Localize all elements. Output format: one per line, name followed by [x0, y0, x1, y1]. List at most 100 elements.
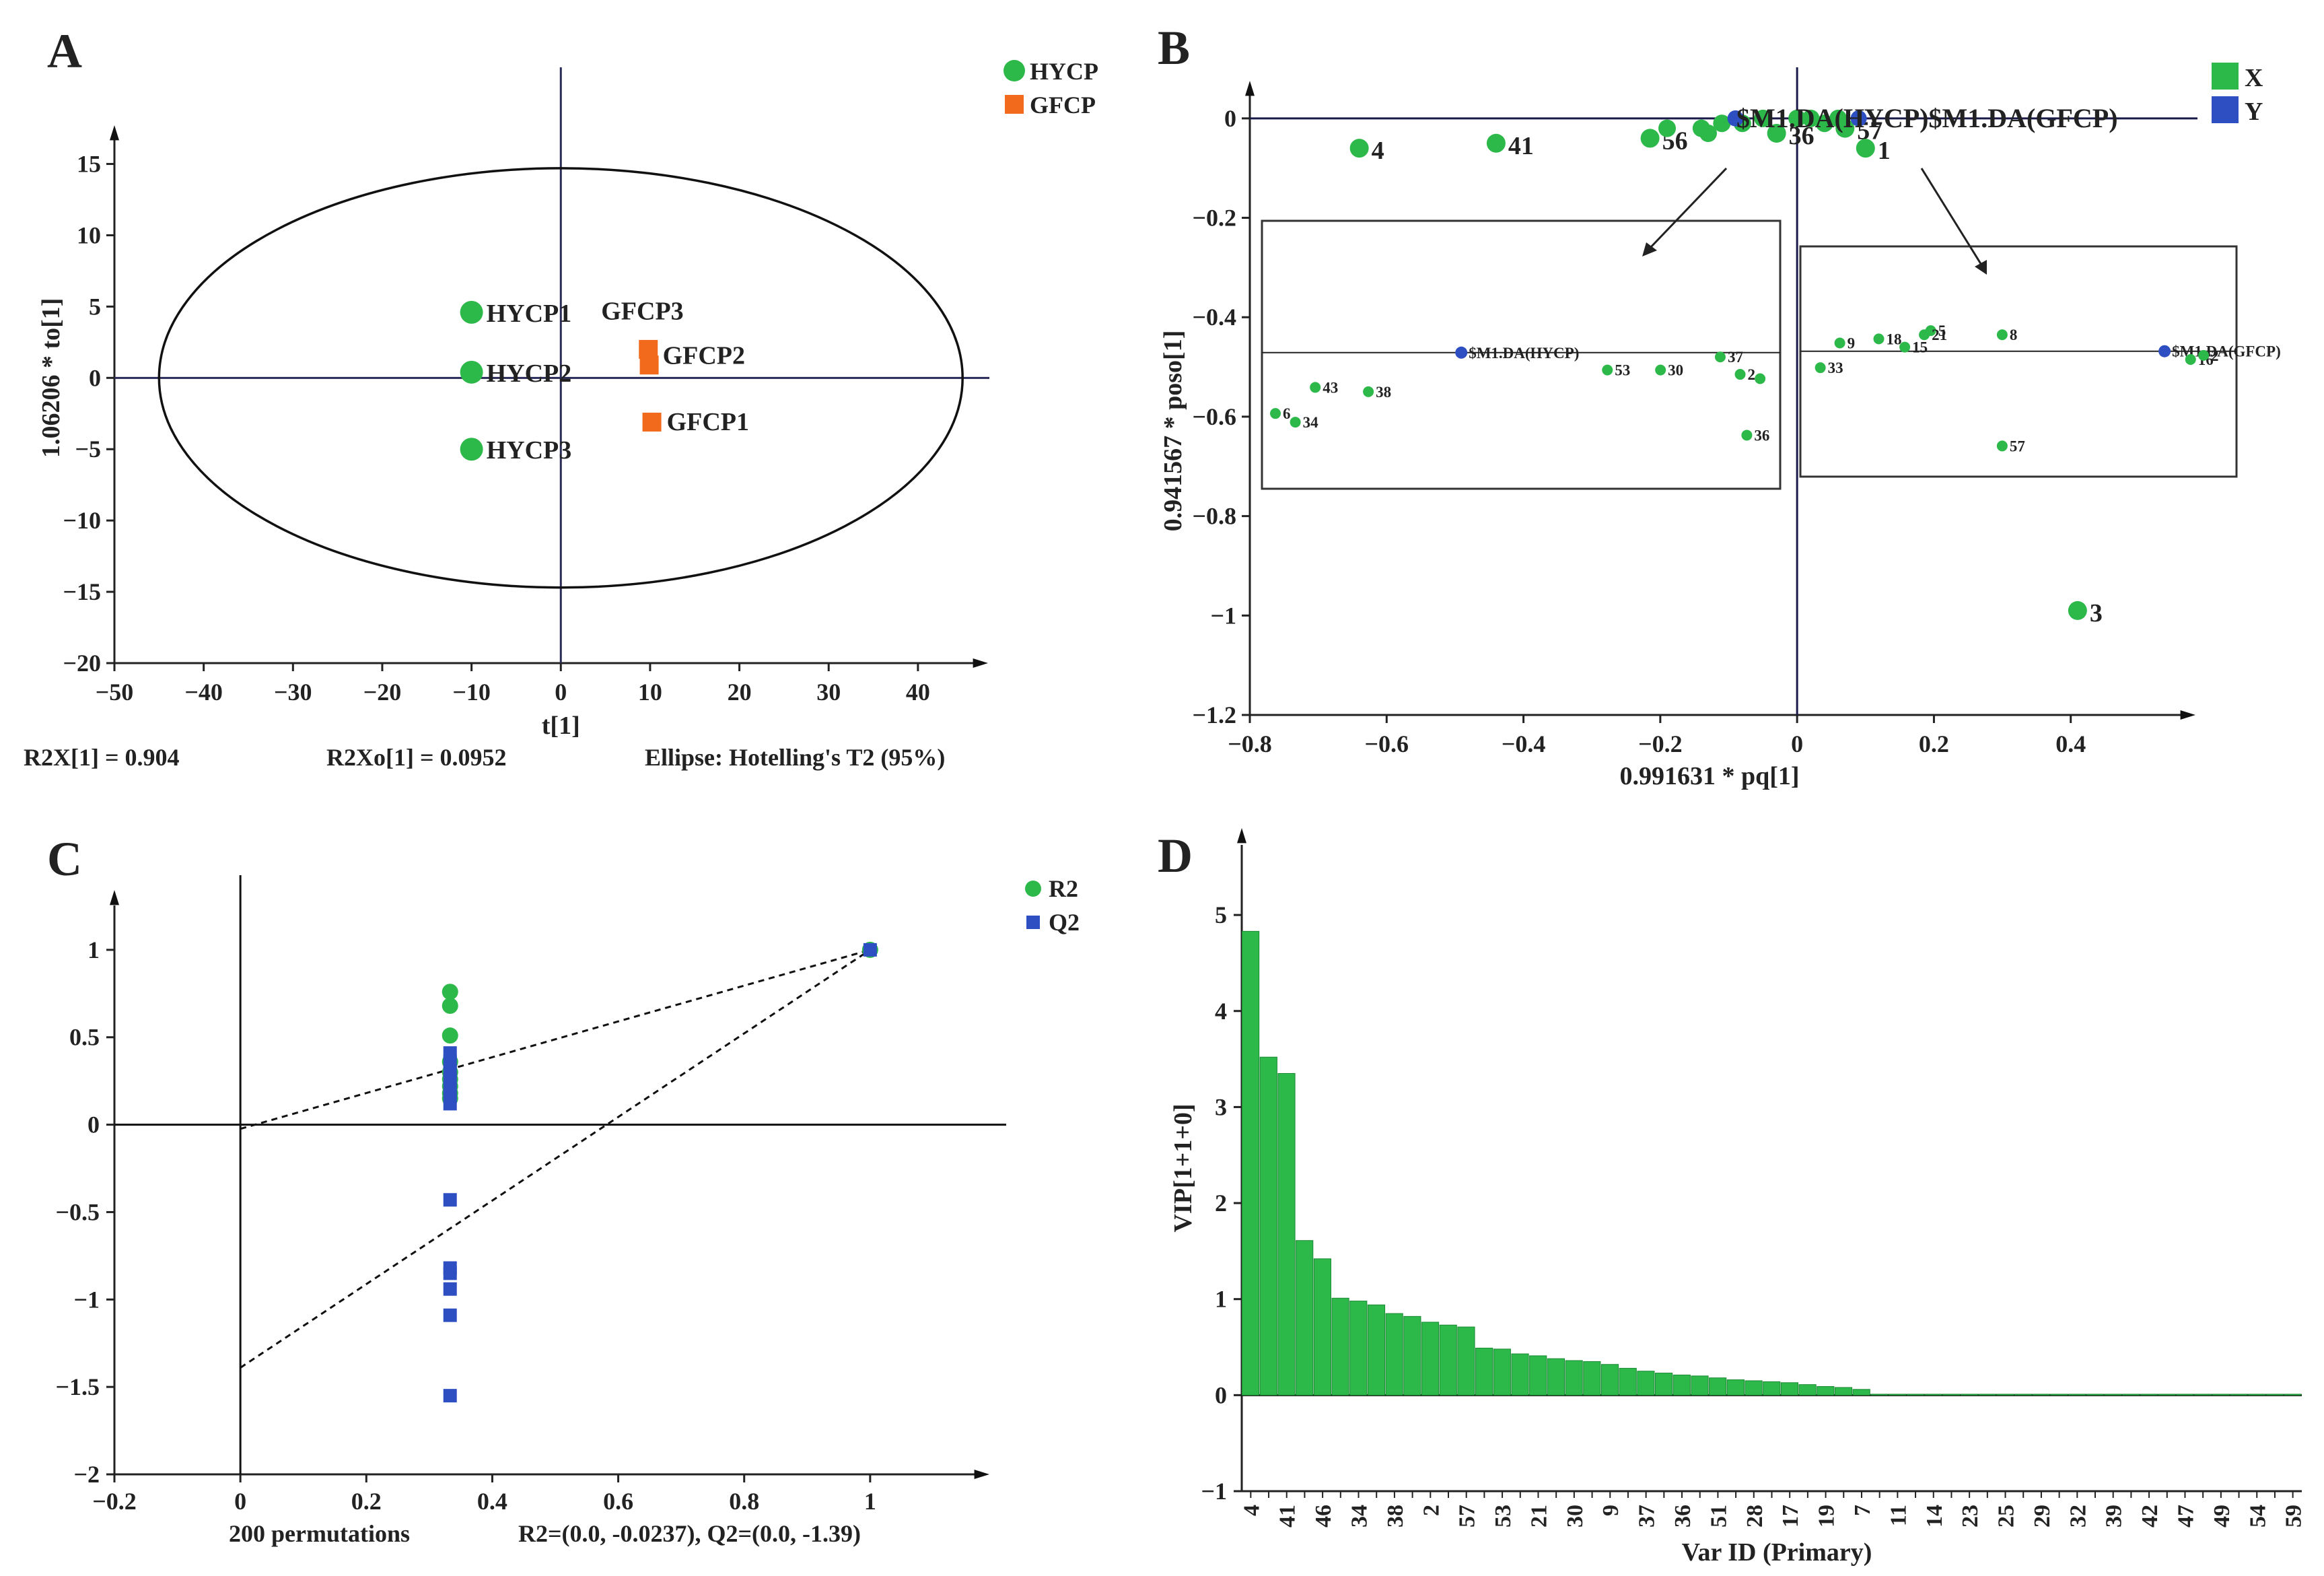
q2-point — [863, 943, 877, 957]
x-tick-label: 0 — [1791, 730, 1803, 757]
gfcp-point — [642, 412, 662, 432]
vip-bar — [1709, 1377, 1727, 1396]
zoom-x-label: 21 — [1932, 327, 1947, 343]
zoom-y-label: $M1.DA(HYCP) — [1469, 345, 1579, 362]
y-tick-label: 0 — [89, 364, 101, 391]
vip-bar — [1817, 1386, 1835, 1396]
vip-bar — [1313, 1258, 1331, 1396]
y-tick-label: −20 — [63, 650, 101, 677]
x-variable-point — [1349, 139, 1369, 158]
zoom-x-label: 36 — [1754, 427, 1769, 444]
x-tick-label: 17 — [1778, 1505, 1803, 1528]
x-tick-label: 0 — [234, 1488, 246, 1515]
zoom-x-point — [1741, 430, 1753, 441]
y-tick-label: 1 — [87, 936, 100, 963]
x-tick-label: 30 — [1563, 1505, 1588, 1528]
x-tick-label: −0.4 — [1502, 730, 1546, 757]
x-tick-label: 0.6 — [603, 1488, 633, 1515]
vip-bar — [2068, 1394, 2086, 1396]
vip-bar — [1672, 1374, 1691, 1396]
vip-bar — [2122, 1394, 2140, 1396]
vip-bar — [1493, 1348, 1511, 1396]
y-axis-arrow — [110, 125, 119, 141]
zoom-x-label: 37 — [1728, 349, 1743, 366]
footer-intercepts: R2=(0.0, -0.0237), Q2=(0.0, -1.39) — [518, 1520, 861, 1547]
x-variable-point — [1856, 139, 1875, 158]
x-axis-label: 0.991631 * pq[1] — [1619, 762, 1799, 790]
x-tick-label: 29 — [2030, 1505, 2055, 1528]
zoom-x-point — [1815, 362, 1826, 374]
x-axis-label: t[1] — [542, 712, 580, 740]
vip-bar — [2212, 1394, 2230, 1396]
y-tick-label: 5 — [89, 293, 101, 320]
x-variable-point — [2068, 601, 2087, 620]
zoom-x-label: 57 — [2010, 438, 2025, 454]
vip-bar — [2086, 1394, 2104, 1396]
vip-bar — [1978, 1394, 1996, 1396]
y-tick-label: 0 — [1224, 105, 1236, 132]
zoom-x-label: 5 — [1938, 322, 1946, 339]
x-axis-label: Var ID (Primary) — [1682, 1538, 1872, 1567]
vip-bar — [1798, 1384, 1817, 1396]
hotelling-ellipse — [157, 167, 964, 589]
vip-bar — [1403, 1315, 1421, 1396]
x-variable-point — [1802, 109, 1820, 127]
regression-line-q2 — [240, 949, 871, 1369]
footer-ellipse: Ellipse: Hotelling's T2 (95%) — [645, 744, 945, 771]
vip-bar — [1763, 1381, 1781, 1396]
x-tick-label: 38 — [1383, 1505, 1408, 1528]
gfcp-point-label: GFCP2 — [663, 341, 745, 370]
vip-bar — [1637, 1371, 1655, 1396]
x-tick-label: 4 — [1239, 1505, 1264, 1516]
legend-hycp-marker — [1003, 60, 1025, 81]
vip-bar — [1726, 1379, 1745, 1396]
zoom-x-point — [1363, 386, 1374, 397]
vip-bar — [2032, 1394, 2050, 1396]
zoom-x-point — [1899, 341, 1911, 353]
pointer-arrow-left — [1648, 167, 1728, 250]
x-axis-arrow — [2180, 710, 2195, 720]
vip-bar — [1529, 1355, 1547, 1396]
y-tick-label: −5 — [75, 436, 101, 462]
x-variable-point — [1767, 124, 1786, 143]
zoom-x-label: 18 — [1887, 331, 1902, 347]
zoom-x-point — [1290, 417, 1301, 428]
vip-bar — [1996, 1394, 2014, 1396]
q2-point — [443, 1308, 457, 1322]
hycp-point-label: HYCP1 — [487, 300, 572, 328]
x-tick-label: 14 — [1922, 1505, 1947, 1528]
y-tick-label: −1.2 — [1192, 701, 1236, 728]
x-tick-label: 57 — [1455, 1505, 1480, 1528]
y-tick-label: −10 — [63, 507, 101, 534]
y-tick-label: −2 — [73, 1461, 100, 1488]
legend-q2-label: Q2 — [1049, 909, 1080, 936]
vip-bar — [1691, 1375, 1709, 1396]
y-tick-label: −15 — [63, 578, 101, 605]
x-tick-label: −40 — [184, 679, 223, 706]
x-tick-label: 51 — [1706, 1505, 1731, 1528]
panel-letter-b: B — [1158, 21, 1190, 75]
x-tick-label: 23 — [1958, 1505, 1983, 1528]
y-tick-label: 10 — [77, 221, 101, 248]
x-tick-label: 21 — [1526, 1505, 1551, 1528]
r2-point — [442, 998, 458, 1014]
zoom-x-point — [1996, 329, 2008, 341]
y-variable-point — [1727, 110, 1744, 127]
zoom-x-label: 8 — [2010, 327, 2018, 343]
vip-bar — [2284, 1394, 2302, 1396]
vip-bar — [1421, 1322, 1440, 1396]
x-variable-point — [1788, 109, 1806, 127]
x-variable-point — [1815, 114, 1833, 133]
vip-bar — [1834, 1387, 1853, 1396]
x-tick-label: 9 — [1598, 1505, 1623, 1516]
y-tick-label: −1 — [1210, 602, 1236, 629]
legend-r2-label: R2 — [1049, 875, 1078, 902]
vip-bar — [2014, 1394, 2033, 1396]
y-variable-overlay-label: $M1.DA(HYCP)$M1.DA(GFCP) — [1736, 103, 2118, 133]
vip-bar — [1600, 1364, 1619, 1396]
vip-bar — [2265, 1394, 2284, 1396]
vip-bar — [2176, 1394, 2194, 1396]
x-tick-label: 25 — [1994, 1505, 2019, 1528]
x-tick-label: 37 — [1635, 1505, 1660, 1528]
